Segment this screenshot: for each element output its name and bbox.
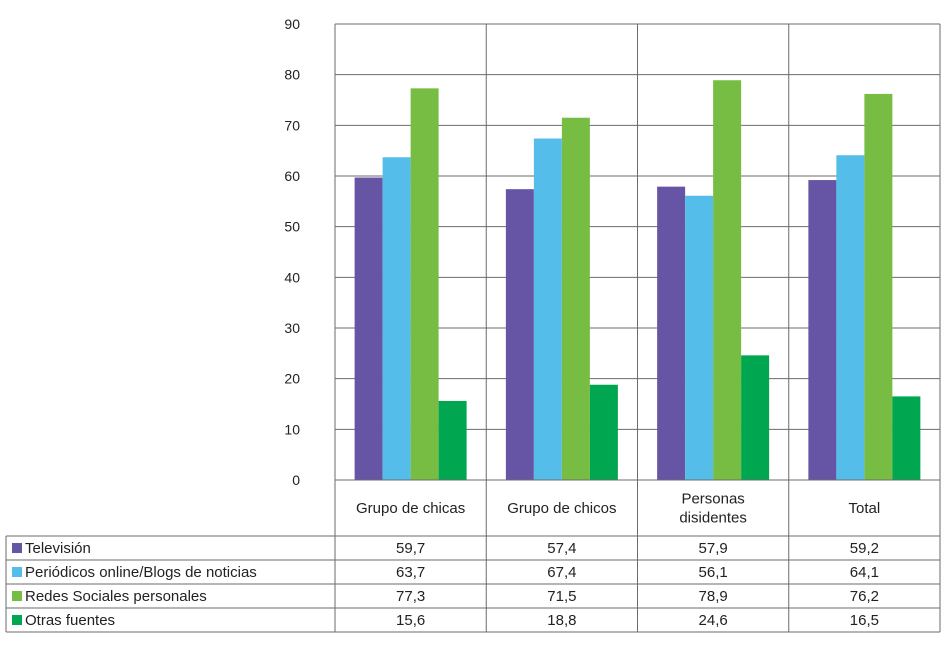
data-label: 24,6 — [699, 612, 728, 629]
y-tick-label: 0 — [292, 472, 300, 488]
data-label: 78,9 — [699, 588, 728, 605]
data-label: 64,1 — [850, 564, 879, 581]
data-label: 71,5 — [547, 588, 576, 605]
category-label: Grupo de chicas — [356, 500, 465, 517]
data-label: 77,3 — [396, 588, 425, 605]
data-table: 59,7 57,4 57,9 59,2 63,7 67,4 56,1 64,1 77,3 71,5… — [5, 24, 941, 633]
bar — [410, 88, 439, 480]
data-label: 56,1 — [699, 564, 728, 581]
data-label: 16,5 — [850, 612, 879, 629]
legend-label: Periódicos online/Blogs de noticias — [25, 564, 257, 581]
x-axis: Grupo de chicas Grupo de chicos Personas di… — [356, 491, 880, 527]
bar — [561, 117, 590, 480]
legend: Televisión Periódicos online/Blogs de not… — [12, 540, 257, 629]
category-label: Total — [849, 500, 881, 517]
data-label: 67,4 — [547, 564, 576, 581]
bar — [685, 195, 714, 480]
y-tick-label: 30 — [284, 320, 300, 336]
bar — [836, 155, 865, 480]
y-tick-label: 50 — [284, 219, 300, 235]
bar — [438, 400, 467, 480]
legend-label: Redes Sociales personales — [25, 588, 207, 605]
legend-swatch — [12, 591, 22, 601]
data-label: 59,7 — [396, 540, 425, 557]
y-tick-label: 40 — [284, 269, 300, 285]
bar — [892, 396, 921, 480]
legend-label: Otras fuentes — [25, 612, 115, 629]
y-tick-label: 10 — [284, 421, 300, 437]
data-label: 18,8 — [547, 612, 576, 629]
bar — [864, 93, 893, 481]
data-label: 15,6 — [396, 612, 425, 629]
y-tick-label: 60 — [284, 168, 300, 184]
bar — [741, 355, 770, 480]
category-label: Grupo de chicos — [507, 500, 616, 517]
bars — [354, 80, 921, 481]
bar — [505, 189, 534, 480]
data-label: 76,2 — [850, 588, 879, 605]
y-tick-label: 20 — [284, 371, 300, 387]
legend-swatch — [12, 615, 22, 625]
category-label: Personas — [681, 491, 744, 508]
legend-label: Televisión — [25, 540, 91, 557]
category-label: disidentes — [679, 510, 747, 527]
data-label: 59,2 — [850, 540, 879, 557]
data-label: 57,4 — [547, 540, 576, 557]
bar — [808, 180, 837, 480]
bar — [382, 157, 411, 480]
y-tick-label: 70 — [284, 117, 300, 133]
bar — [533, 138, 562, 481]
y-tick-label: 80 — [284, 67, 300, 83]
bar — [713, 80, 742, 481]
data-label: 63,7 — [396, 564, 425, 581]
legend-swatch — [12, 567, 22, 577]
y-axis: 0 10 20 30 40 50 60 70 80 90 — [284, 16, 336, 488]
legend-swatch — [12, 543, 22, 553]
bar — [657, 186, 686, 480]
bar — [589, 384, 618, 480]
y-tick-label: 90 — [284, 16, 300, 32]
bar — [354, 177, 383, 480]
data-label: 57,9 — [699, 540, 728, 557]
